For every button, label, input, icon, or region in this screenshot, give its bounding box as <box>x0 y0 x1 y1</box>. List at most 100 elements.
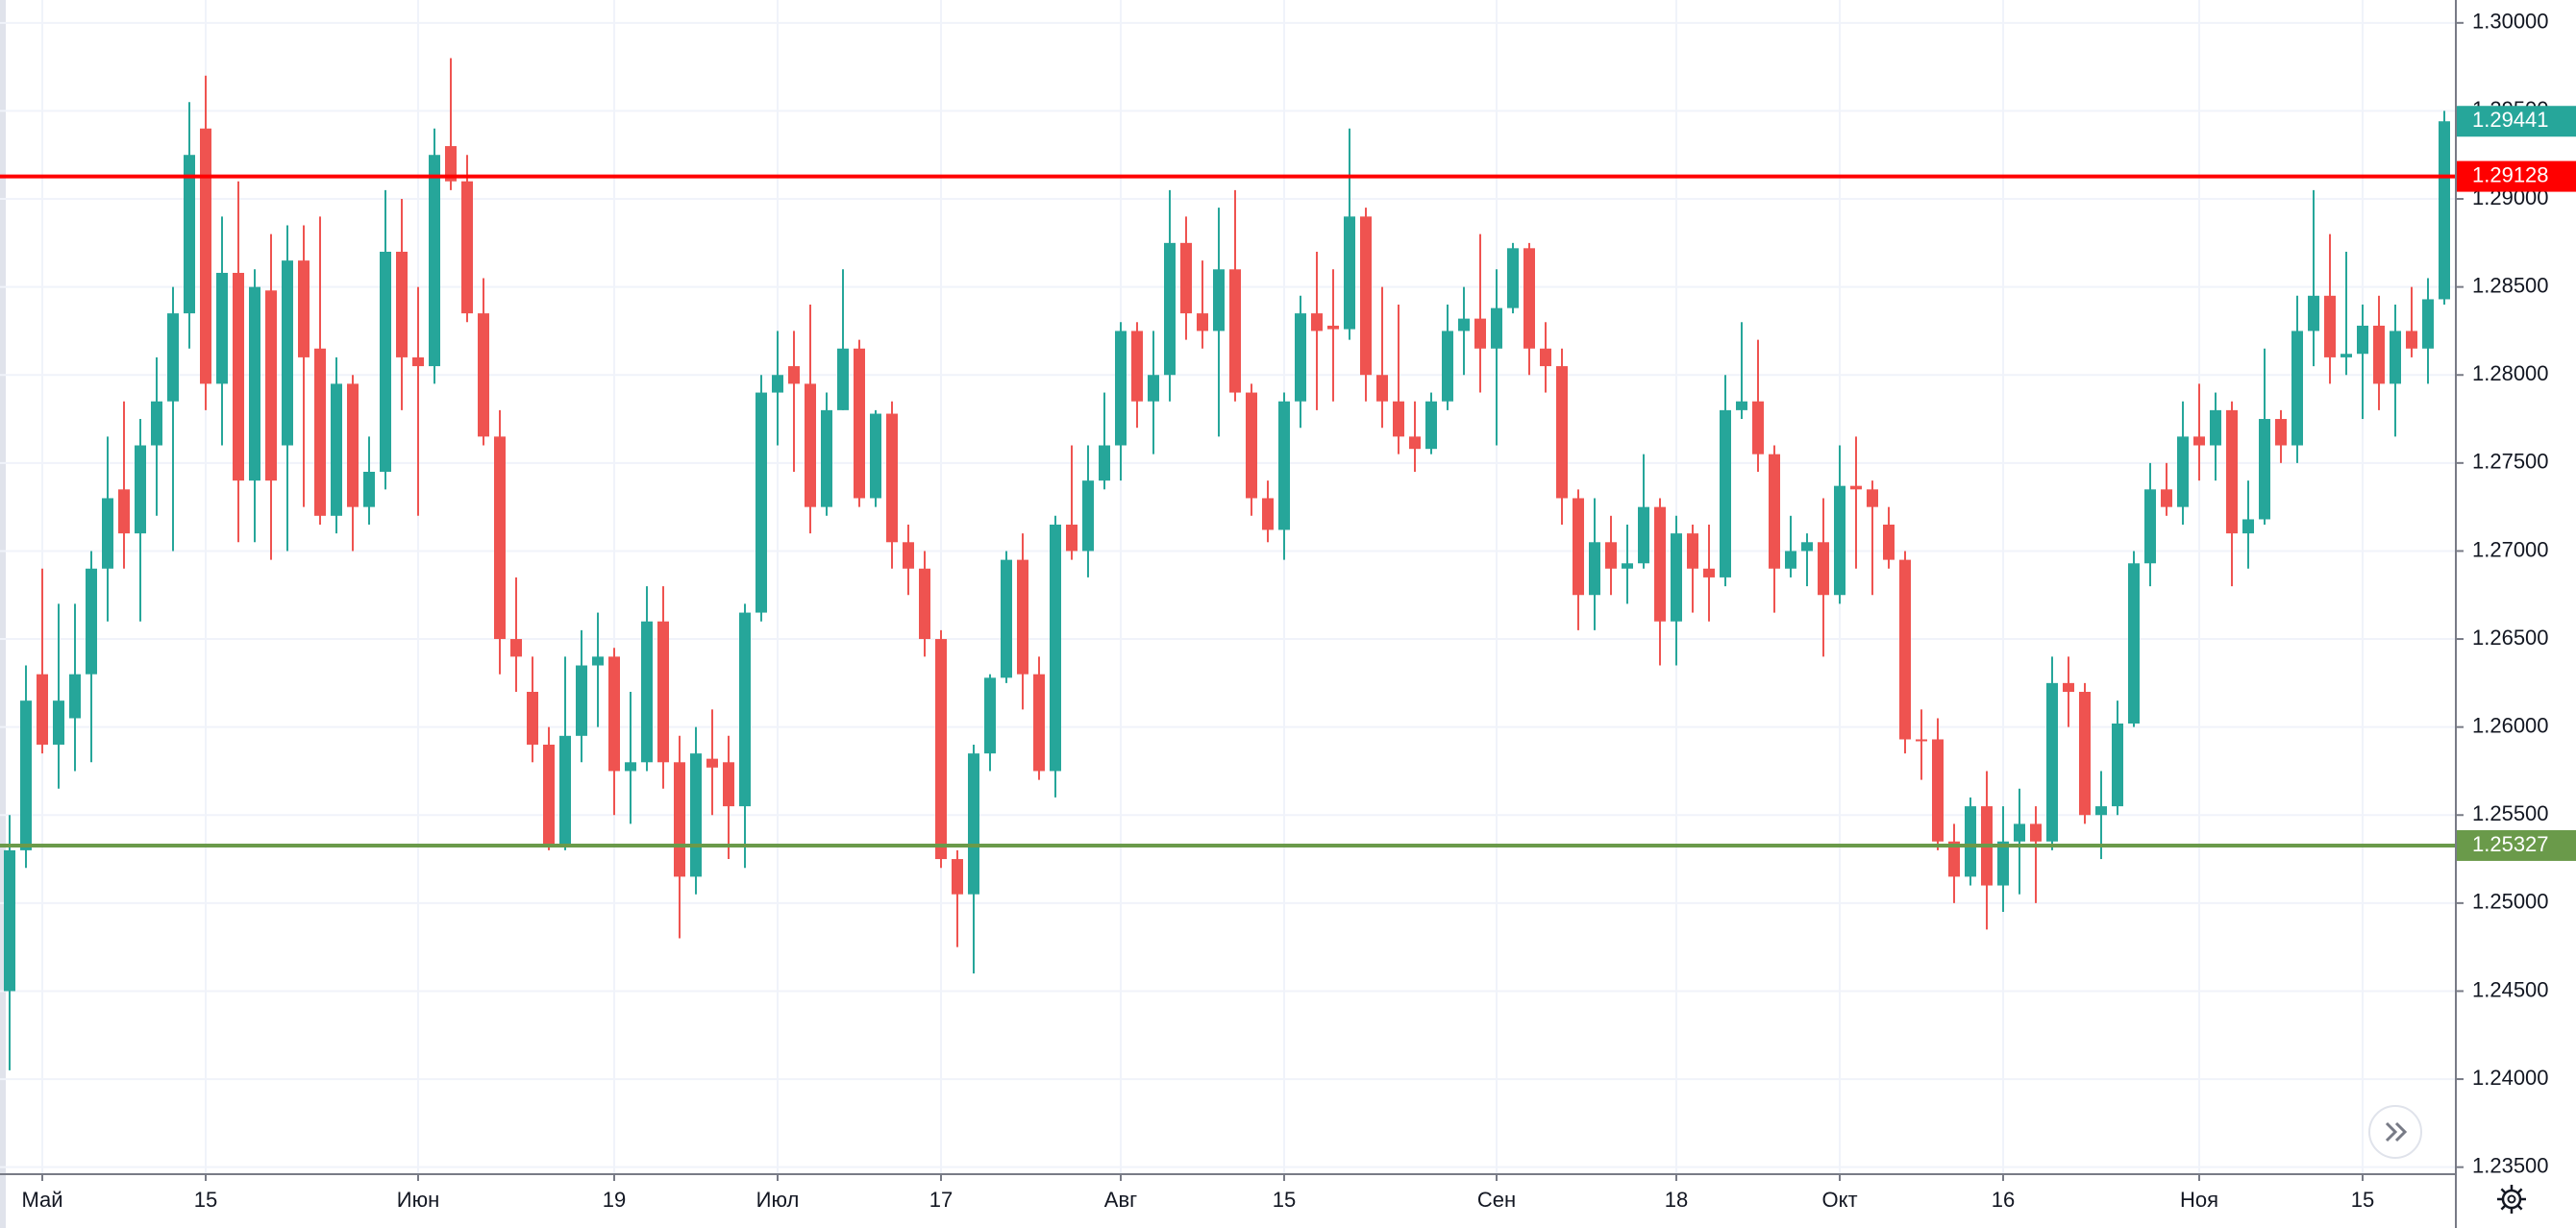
candle-body <box>1867 489 1878 507</box>
level-price-tag <box>2457 160 2576 192</box>
x-tick-label: Июл <box>756 1188 800 1212</box>
candle-body <box>184 155 195 314</box>
candle-body <box>2210 409 2221 446</box>
candle-body <box>2406 331 2417 349</box>
candle-body <box>559 735 571 846</box>
candle-body <box>1932 739 1944 842</box>
candle-body <box>2193 436 2205 446</box>
candle-body <box>1131 331 1143 402</box>
candle-body <box>1262 498 1274 530</box>
level-price-label: 1.29128 <box>2472 162 2549 186</box>
candle-body <box>135 445 146 534</box>
candle-body <box>1442 331 1453 402</box>
candles <box>4 58 2450 1070</box>
y-tick-label: 1.27000 <box>2472 537 2549 561</box>
y-tick-label: 1.28000 <box>2472 361 2549 385</box>
candle-body <box>592 656 604 666</box>
candle-body <box>952 859 963 895</box>
x-tick-label: Июн <box>397 1188 439 1212</box>
candle-body <box>2046 682 2058 842</box>
candle-body <box>494 436 506 640</box>
candle-body <box>86 568 97 675</box>
candle-body <box>641 621 653 763</box>
candle-body <box>1769 454 1780 569</box>
candle-body <box>2161 489 2172 507</box>
candle-body <box>2063 682 2074 693</box>
candle-body <box>412 356 424 367</box>
candle-body <box>821 409 832 507</box>
candle-body <box>903 542 914 569</box>
candle-body <box>674 762 685 877</box>
y-tick-label: 1.26000 <box>2472 713 2549 737</box>
candle-body <box>2308 295 2319 332</box>
candle-body <box>788 366 800 384</box>
gear-center <box>2507 1194 2516 1204</box>
candle-body <box>608 656 620 772</box>
candle-body <box>1589 542 1600 596</box>
y-tick-label: 1.25500 <box>2472 801 2549 825</box>
candle-body <box>429 155 440 367</box>
candle-body <box>1720 409 1731 577</box>
candle-body <box>2324 295 2336 357</box>
candle-body <box>151 401 162 446</box>
candle-body <box>984 677 996 754</box>
candle-body <box>2030 823 2042 842</box>
candle-body <box>1671 533 1682 622</box>
candle-body <box>1540 348 1551 367</box>
settings-gear[interactable] <box>2497 1185 2526 1214</box>
candle-body <box>298 260 310 357</box>
candle-body <box>2177 436 2189 507</box>
candle-body <box>2079 692 2091 816</box>
candle-body <box>167 313 179 402</box>
gear-teeth <box>2497 1185 2526 1214</box>
candle-body <box>1605 542 1617 569</box>
candle-body <box>233 272 244 481</box>
candle-body <box>1916 739 1927 742</box>
levels <box>0 174 2456 847</box>
candle-body <box>706 758 718 768</box>
candle-body <box>1425 401 1437 450</box>
candle-body <box>396 251 408 357</box>
candle-body <box>1523 248 1535 349</box>
x-tick-label: 18 <box>1665 1188 1688 1212</box>
candle-body <box>935 639 947 860</box>
candle-body <box>1246 392 1257 499</box>
candle-body <box>1997 841 2009 886</box>
candle-body <box>1082 480 1094 552</box>
candle-body <box>657 621 669 763</box>
candle-body <box>461 181 473 314</box>
x-tick-label: 15 <box>194 1188 217 1212</box>
candle-body <box>1327 325 1339 330</box>
y-tick-label: 1.23500 <box>2472 1153 2549 1177</box>
candle-body <box>53 700 64 745</box>
candle-body <box>1278 401 1290 530</box>
candle-body <box>1148 375 1159 402</box>
candle-body <box>2291 331 2303 446</box>
candle-body <box>478 313 489 437</box>
candle-body <box>1736 401 1747 410</box>
candle-body <box>1033 674 1045 772</box>
candle-body <box>1099 445 1110 481</box>
candle-body <box>1295 313 1306 402</box>
candle-body <box>870 413 881 499</box>
candle-body <box>2275 419 2287 446</box>
candle-body <box>837 348 849 410</box>
candle-body <box>216 272 228 384</box>
level-price-label: 1.25327 <box>2472 832 2549 856</box>
candle-body <box>200 128 211 384</box>
candle-body <box>1638 506 1649 564</box>
candle-body <box>1703 568 1715 577</box>
candle-body <box>2422 299 2434 349</box>
x-tick-label: 15 <box>1273 1188 1296 1212</box>
candle-body <box>118 489 130 534</box>
candle-body <box>1197 313 1208 332</box>
scroll-to-realtime-button[interactable] <box>2368 1105 2422 1159</box>
candle-body <box>625 762 636 772</box>
candle-body <box>690 753 702 877</box>
candle-body <box>265 290 277 481</box>
candle-body <box>1393 401 1404 437</box>
candle-body <box>69 674 81 719</box>
x-tick-label: Май <box>21 1188 62 1212</box>
x-tick-label: 15 <box>2351 1188 2374 1212</box>
